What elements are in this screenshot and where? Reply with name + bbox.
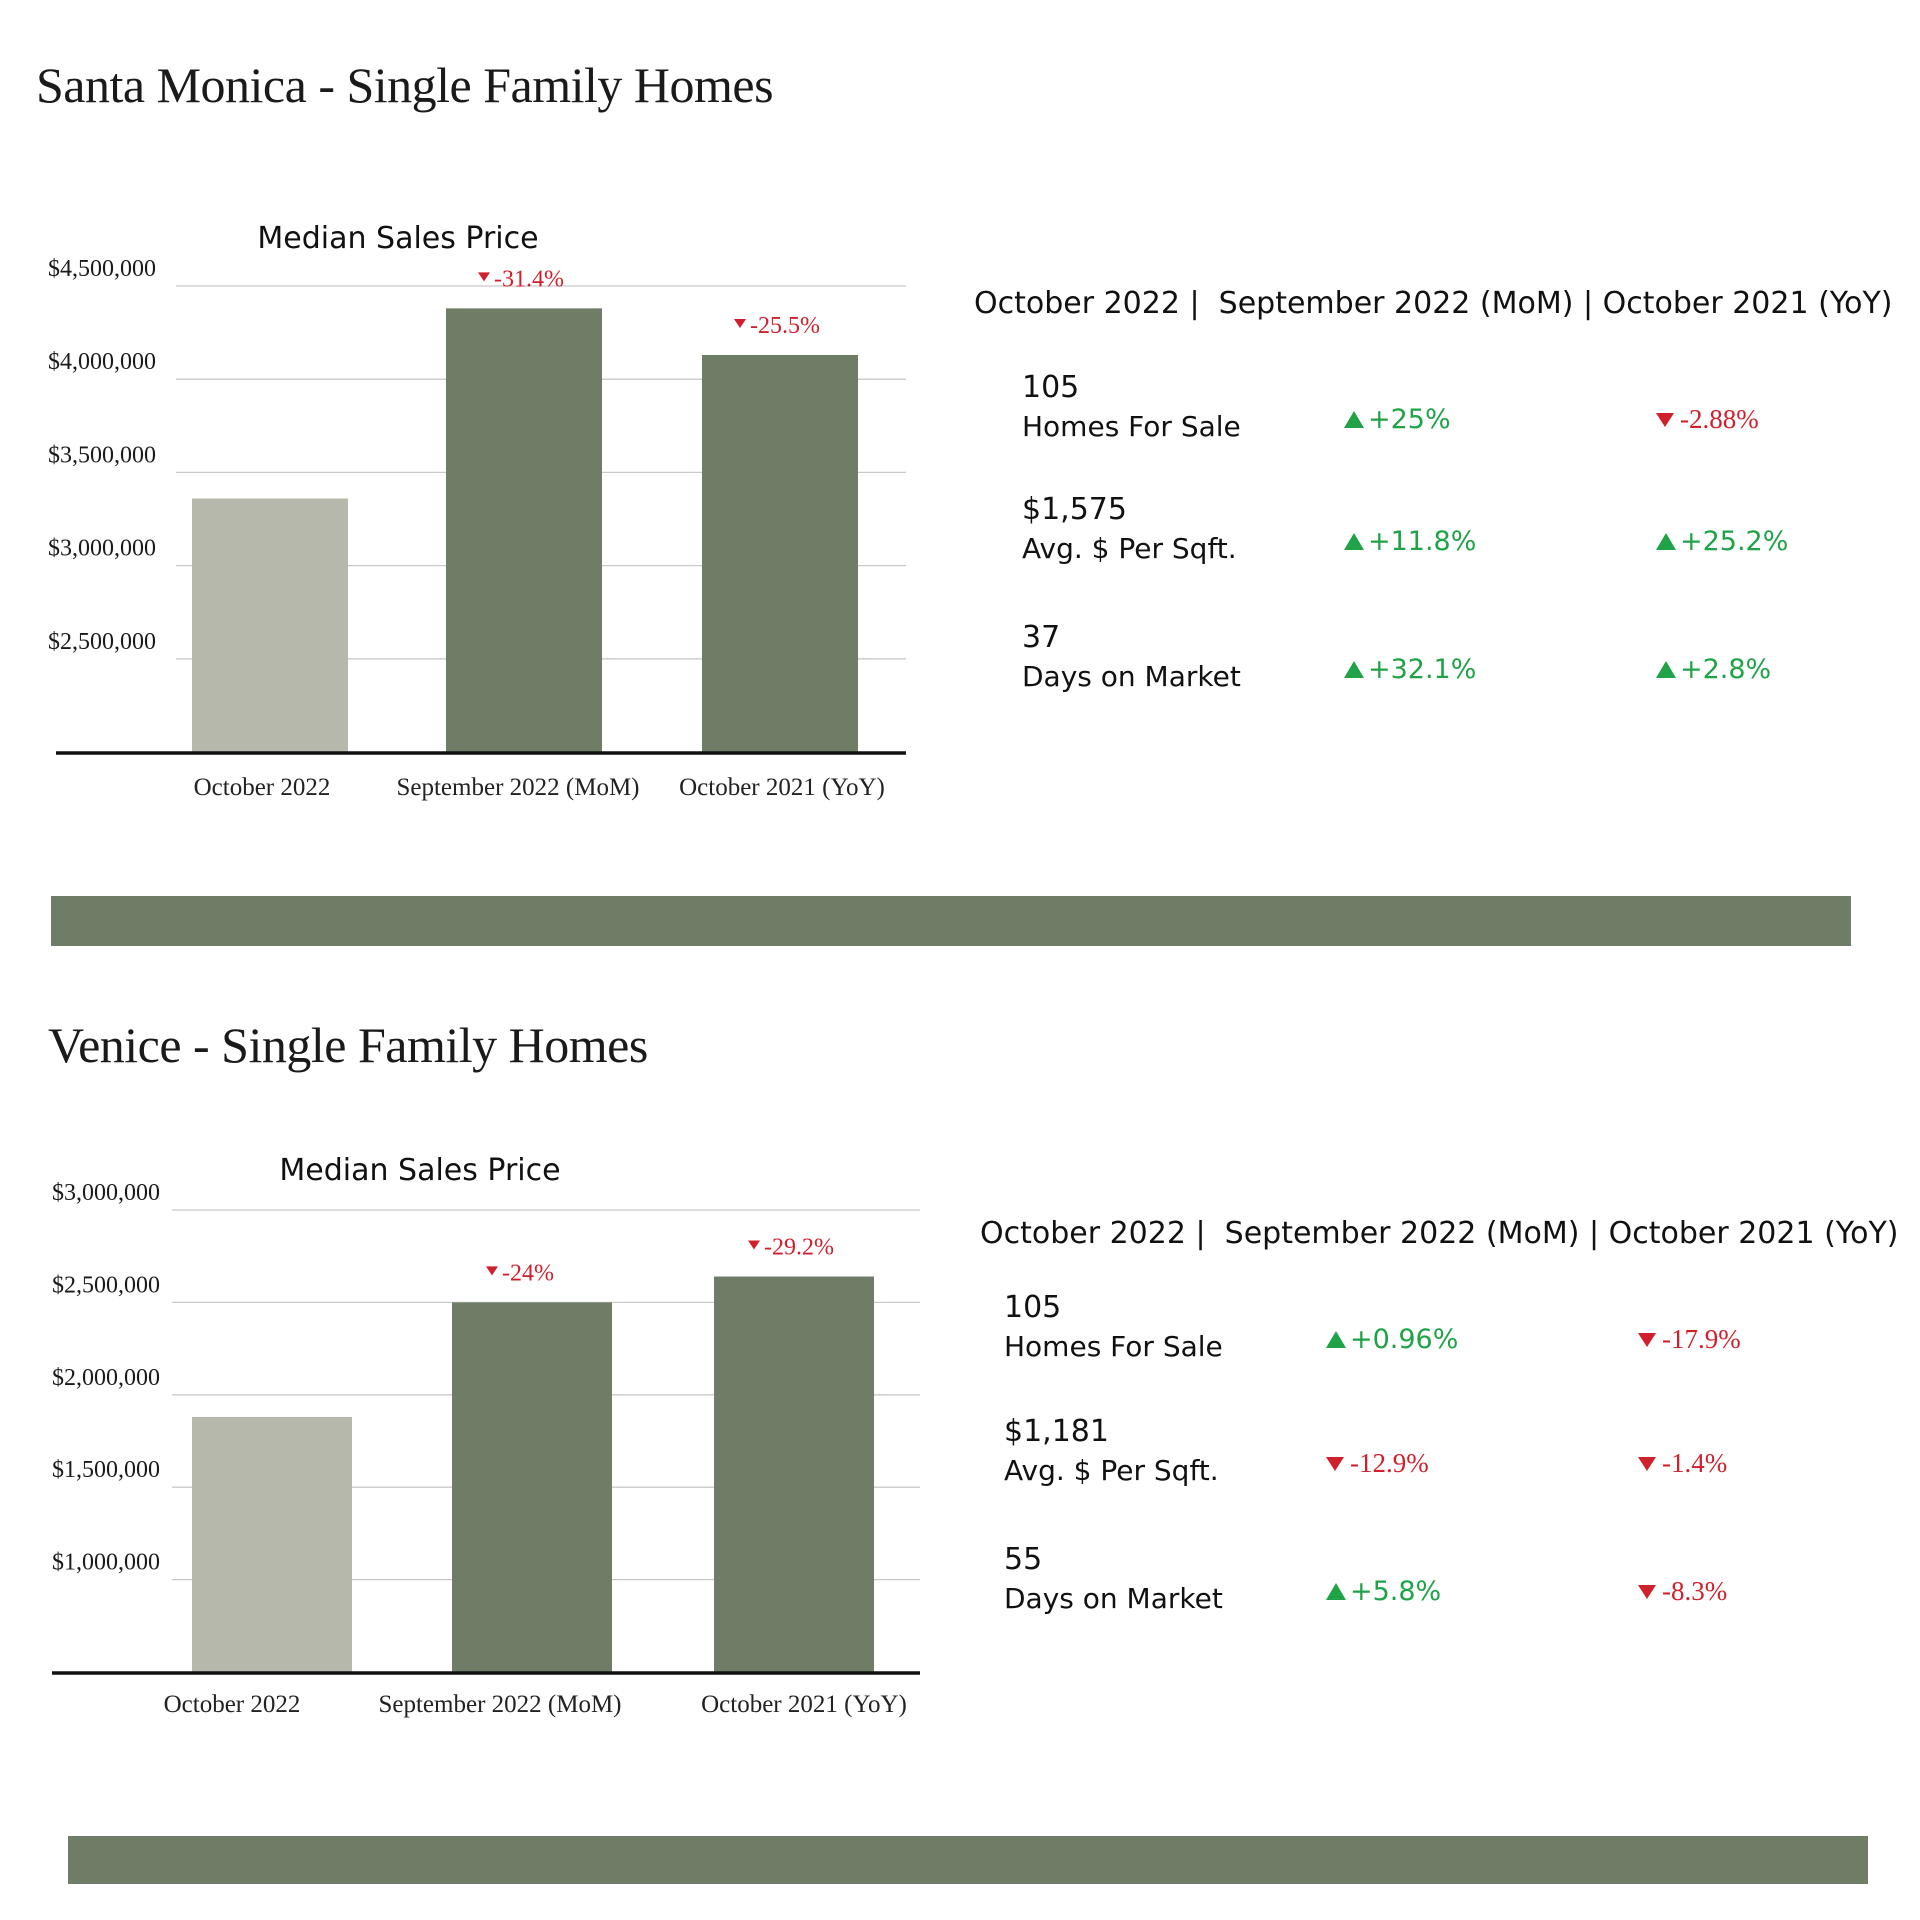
up-triangle-icon [1656, 661, 1676, 678]
change-value: +11.8% [1368, 526, 1477, 557]
stat-row: $1,575 Avg. $ Per Sqft. +11.8% +25.2% [1022, 492, 1920, 582]
chart-title: Median Sales Price [279, 1153, 560, 1188]
down-triangle-icon [1638, 1456, 1656, 1471]
median-sales-price-chart: Median Sales Price $2,500,000 $3,000,000 $3… [48, 221, 906, 801]
y-tick-label: $1,500,000 [52, 1457, 160, 1483]
yoy-change: +2.8% [1656, 654, 1771, 685]
y-tick-label: $2,500,000 [52, 1272, 160, 1298]
stat-row: $1,181 Avg. $ Per Sqft. -12.9% -1.4% [1004, 1414, 1904, 1504]
bar-3 [702, 354, 858, 752]
up-triangle-icon [1326, 1331, 1346, 1348]
y-tick-label: $3,500,000 [48, 442, 156, 468]
stats-header: October 2022 | September 2022 (MoM) | Oc… [974, 286, 1893, 321]
stat-value: $1,575 [1022, 492, 1127, 527]
x-tick-label: September 2022 (MoM) [378, 1691, 621, 1718]
yoy-change: +25.2% [1656, 526, 1788, 557]
change-value: +25.2% [1680, 526, 1789, 557]
down-triangle-icon [1638, 1584, 1656, 1599]
bar-change-label: -29.2% [764, 1235, 834, 1261]
venice-section: Venice - Single Family Homes Median Sale… [0, 960, 1920, 1920]
y-tick-label: $4,500,000 [48, 256, 156, 282]
y-tick-label: $3,000,000 [52, 1180, 160, 1206]
mom-change: +25% [1344, 404, 1451, 435]
mom-change: +11.8% [1344, 526, 1476, 557]
y-tick-label: $3,000,000 [48, 536, 156, 562]
up-triangle-icon [1344, 411, 1364, 428]
x-tick-label: October 2022 [194, 774, 331, 801]
stat-row: 105 Homes For Sale +0.96% -17.9% [1004, 1290, 1904, 1380]
down-triangle-icon [1638, 1332, 1656, 1347]
bar-1 [192, 1416, 352, 1672]
down-triangle-icon [1326, 1456, 1344, 1471]
section-title: Venice - Single Family Homes [48, 1017, 648, 1073]
change-value: +2.8% [1680, 654, 1772, 685]
x-tick-label: October 2021 (YoY) [701, 1691, 907, 1718]
median-sales-price-chart: Median Sales Price $1,000,000 $1,500,000 $2… [52, 1153, 920, 1718]
x-tick-label: October 2021 (YoY) [679, 774, 885, 801]
down-triangle-icon [478, 272, 490, 282]
y-tick-label: $2,000,000 [52, 1365, 160, 1391]
yoy-change: -2.88% [1656, 404, 1759, 435]
bar-1 [192, 498, 348, 752]
stat-value: 105 [1004, 1290, 1062, 1325]
change-value: +32.1% [1368, 654, 1477, 685]
stat-row: 55 Days on Market +5.8% -8.3% [1004, 1542, 1904, 1632]
yoy-change: -1.4% [1638, 1448, 1727, 1479]
stat-label: Avg. $ Per Sqft. [1004, 1454, 1219, 1487]
section-title: Santa Monica - Single Family Homes [36, 57, 774, 113]
santa-monica-section: Santa Monica - Single Family Homes Media… [36, 57, 1920, 946]
x-tick-label: October 2022 [164, 1691, 301, 1718]
up-triangle-icon [1326, 1583, 1346, 1600]
up-triangle-icon [1344, 533, 1364, 550]
mom-change: +5.8% [1326, 1576, 1441, 1607]
change-value: -2.88% [1680, 404, 1759, 434]
stats-header: October 2022 | September 2022 (MoM) | Oc… [980, 1216, 1899, 1251]
mom-change: -12.9% [1326, 1448, 1429, 1479]
stat-value: $1,181 [1004, 1414, 1109, 1449]
stat-label: Avg. $ Per Sqft. [1022, 532, 1237, 565]
change-value: +25% [1368, 404, 1451, 435]
down-triangle-icon [1656, 412, 1674, 427]
chart-title: Median Sales Price [257, 221, 538, 256]
mom-change: +32.1% [1344, 654, 1476, 685]
stat-label: Days on Market [1004, 1582, 1223, 1615]
stat-label: Days on Market [1022, 660, 1241, 693]
stat-label: Homes For Sale [1004, 1330, 1223, 1363]
down-triangle-icon [486, 1266, 498, 1276]
y-tick-label: $2,500,000 [48, 629, 156, 655]
change-value: +0.96% [1350, 1324, 1459, 1355]
up-triangle-icon [1344, 661, 1364, 678]
section-divider-band [68, 1836, 1868, 1884]
change-value: +5.8% [1350, 1576, 1442, 1607]
down-triangle-icon [734, 318, 746, 328]
bar-2 [446, 308, 602, 752]
stat-value: 105 [1022, 370, 1080, 405]
bar-change-label: -24% [502, 1260, 554, 1286]
x-tick-label: September 2022 (MoM) [396, 774, 639, 801]
stat-label: Homes For Sale [1022, 410, 1241, 443]
change-value: -1.4% [1662, 1448, 1728, 1478]
change-value: -17.9% [1662, 1324, 1741, 1354]
stat-row: 105 Homes For Sale +25% -2.88% [1022, 370, 1920, 460]
yoy-change: -8.3% [1638, 1576, 1727, 1607]
change-value: -8.3% [1662, 1576, 1728, 1606]
stat-row: 37 Days on Market +32.1% +2.8% [1022, 620, 1920, 710]
bar-change-label: -25.5% [750, 313, 820, 339]
bar-2 [452, 1302, 612, 1672]
change-value: -12.9% [1350, 1448, 1429, 1478]
yoy-change: -17.9% [1638, 1324, 1741, 1355]
stat-value: 55 [1004, 1542, 1043, 1577]
y-tick-label: $1,000,000 [52, 1550, 160, 1576]
bar-change-label: -31.4% [494, 266, 564, 292]
stat-value: 37 [1022, 620, 1061, 655]
mom-change: +0.96% [1326, 1324, 1458, 1355]
section-divider-band [51, 896, 1851, 946]
y-tick-label: $4,000,000 [48, 349, 156, 375]
bar-3 [714, 1276, 874, 1672]
up-triangle-icon [1656, 533, 1676, 550]
down-triangle-icon [748, 1240, 760, 1250]
